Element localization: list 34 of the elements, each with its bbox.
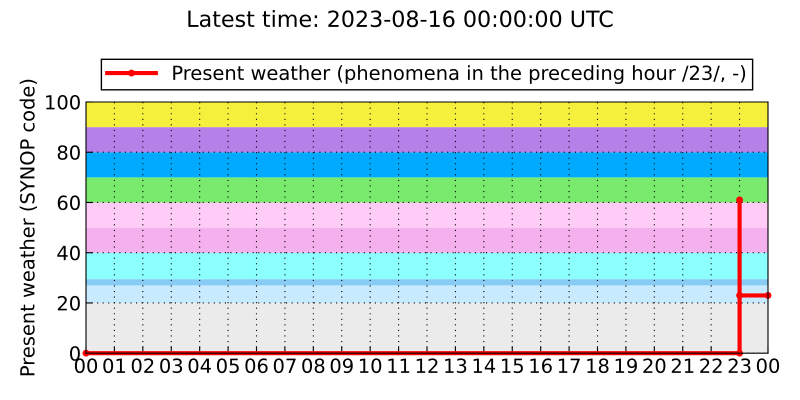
x-tick-label: 18 — [587, 358, 609, 374]
x-tick-label: 10 — [360, 358, 382, 374]
x-tick-label: 07 — [274, 358, 296, 374]
x-tick-label: 23 — [728, 358, 750, 374]
y-tick-label: 40 — [57, 246, 80, 260]
x-tick-label: 21 — [672, 358, 694, 373]
x-tick-label: 03 — [160, 358, 182, 374]
x-tick-label: 19 — [616, 358, 637, 374]
x-tick-label: 13 — [445, 358, 466, 374]
x-tick-label: 00 — [756, 358, 780, 374]
x-tick-label: 04 — [188, 358, 211, 374]
point — [736, 196, 744, 204]
point — [736, 292, 744, 299]
x-tick-label: 08 — [302, 358, 324, 374]
x-tick-label: 22 — [700, 358, 722, 373]
x-tick-label: 15 — [502, 358, 523, 374]
legend-label: Present weather (phenomena in the preceding hour /23/, -) — [173, 65, 746, 84]
x-tick-label: 12 — [416, 358, 438, 373]
x-tick-label: 02 — [132, 358, 154, 374]
y-tick-label: 100 — [46, 94, 80, 110]
x-tick-label: 20 — [643, 358, 666, 374]
x-tick-label: 14 — [474, 358, 496, 373]
y-tick-label: 20 — [58, 296, 80, 311]
chart-title: Latest time: 2023-08-16 00:00:00 UTC — [188, 10, 613, 28]
x-tick-label: 11 — [388, 358, 410, 373]
y-tick-label: 60 — [58, 195, 80, 210]
x-tick-label: 17 — [558, 358, 580, 373]
y-axis-title: Present weather (SYNOP code) — [20, 80, 37, 376]
x-tick-label: 16 — [530, 358, 552, 374]
x-tick-label: 09 — [330, 358, 353, 374]
x-tick-label: 05 — [216, 358, 239, 374]
y-tick-label: 80 — [58, 145, 80, 160]
x-tick-label: 01 — [103, 358, 125, 374]
x-tick-label: 06 — [245, 358, 268, 374]
